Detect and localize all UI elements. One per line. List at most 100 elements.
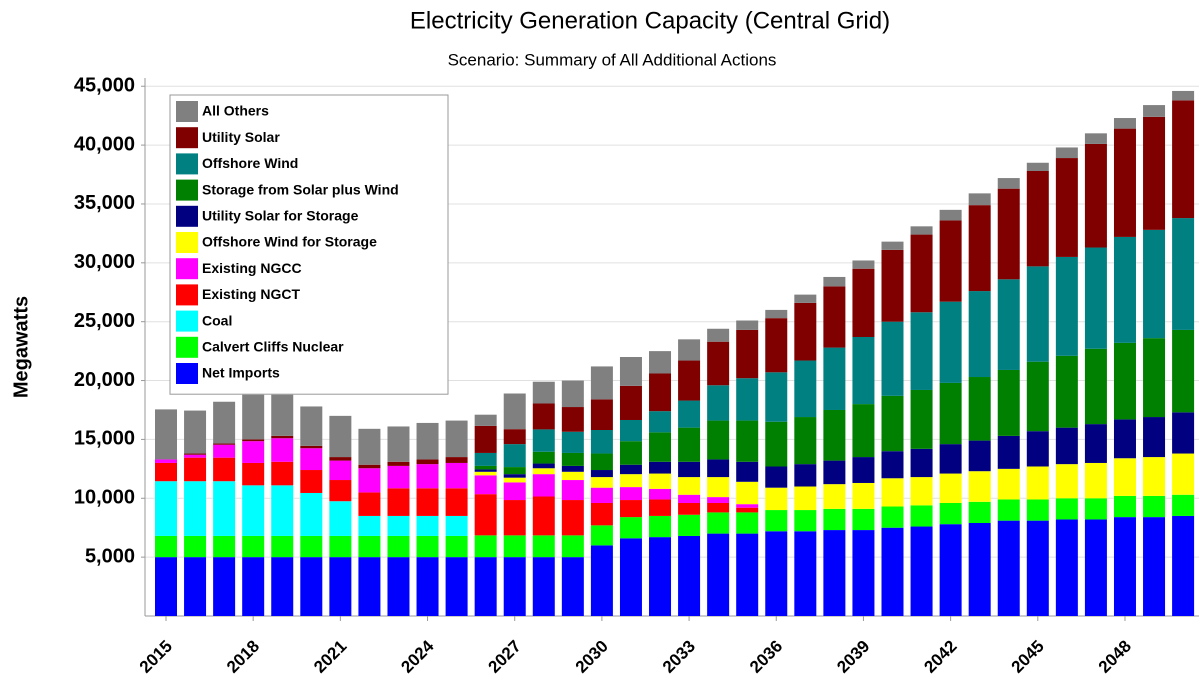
bar-segment xyxy=(416,557,439,616)
bar-segment xyxy=(852,482,875,509)
legend-label: Existing NGCT xyxy=(202,286,300,302)
bar-segment xyxy=(590,545,613,616)
bar-segment xyxy=(1055,464,1078,499)
bar-segment xyxy=(707,385,730,421)
bar-segment xyxy=(184,457,207,482)
bar-segment xyxy=(619,487,642,501)
bar-segment xyxy=(910,226,933,235)
bar-segment xyxy=(1026,499,1049,521)
bar-segment xyxy=(619,464,642,475)
bar-segment xyxy=(387,557,410,616)
bar-segment xyxy=(590,470,613,478)
bar-segment xyxy=(474,475,497,495)
bar-segment xyxy=(271,557,294,616)
bar-segment xyxy=(387,461,410,466)
bar-segment xyxy=(707,477,730,498)
bar-segment xyxy=(939,473,962,503)
bar-segment xyxy=(416,488,439,516)
bar-segment xyxy=(852,268,875,337)
bar-segment xyxy=(474,494,497,536)
chart-title: Electricity Generation Capacity (Central… xyxy=(410,7,890,34)
bar-segment xyxy=(184,453,207,455)
legend-swatch xyxy=(176,127,198,149)
legend-swatch xyxy=(176,179,198,201)
bar-segment xyxy=(649,411,672,433)
bar-segment xyxy=(242,462,265,486)
bar-segment xyxy=(358,492,381,516)
bar-segment xyxy=(649,432,672,462)
bar-segment xyxy=(532,403,555,430)
bar-segment xyxy=(445,462,468,489)
bar-segment xyxy=(1143,338,1166,418)
bar-segment xyxy=(619,419,642,442)
bar-segment xyxy=(1172,90,1195,101)
bar-segment xyxy=(1113,495,1136,518)
bar-segment xyxy=(794,531,817,616)
bar-segment xyxy=(881,241,904,250)
bar-segment xyxy=(823,347,846,410)
bar-segment xyxy=(242,394,265,440)
bar-segment xyxy=(794,302,817,361)
bar-segment xyxy=(358,428,381,465)
bar-segment xyxy=(358,515,381,536)
legend-box xyxy=(169,94,449,395)
bar-segment xyxy=(271,461,294,486)
bar-segment xyxy=(590,429,613,454)
bar-segment xyxy=(1084,247,1107,349)
bar-segment xyxy=(242,439,265,442)
bar-segment xyxy=(1055,256,1078,356)
bar-segment xyxy=(1113,419,1136,459)
bar-segment xyxy=(736,512,759,534)
bar-segment xyxy=(997,499,1020,521)
bar-segment xyxy=(707,497,730,503)
bar-segment xyxy=(968,377,991,441)
bar-segment xyxy=(387,535,410,558)
bar-segment xyxy=(184,557,207,616)
bar-segment xyxy=(619,500,642,518)
bar-segment xyxy=(590,453,613,471)
bar-segment xyxy=(939,524,962,616)
bar-segment xyxy=(881,506,904,528)
bar-segment xyxy=(503,429,526,445)
bar-segment xyxy=(590,366,613,400)
bar-segment xyxy=(242,441,265,463)
bar-segment xyxy=(561,500,584,536)
bar-segment xyxy=(1084,133,1107,144)
bar-segment xyxy=(910,505,933,527)
bar-segment xyxy=(184,481,207,536)
bar-segment xyxy=(881,249,904,322)
bar-segment xyxy=(329,480,352,502)
bar-segment xyxy=(823,508,846,531)
legend-label: Utility Solar for Storage xyxy=(202,208,359,224)
bar-segment xyxy=(736,378,759,421)
legend-label: Offshore Wind xyxy=(202,155,298,171)
bar-segment xyxy=(794,360,817,418)
bar-segment xyxy=(242,535,265,558)
bar-segment xyxy=(300,406,323,446)
bar-segment xyxy=(445,420,468,458)
bar-segment xyxy=(416,464,439,489)
bar-segment xyxy=(881,321,904,396)
bar-segment xyxy=(1172,515,1195,616)
bar-segment xyxy=(852,336,875,405)
bar-segment xyxy=(997,279,1020,370)
bar-segment xyxy=(387,488,410,516)
y-tick-label: 10,000 xyxy=(74,487,135,509)
bar-segment xyxy=(997,178,1020,189)
bar-segment xyxy=(561,407,584,432)
bar-segment xyxy=(1172,329,1195,413)
legend-swatch xyxy=(176,336,198,358)
bar-segment xyxy=(300,535,323,558)
bar-segment xyxy=(213,401,236,444)
legend-label: Storage from Solar plus Wind xyxy=(202,181,399,197)
bar-segment xyxy=(619,357,642,386)
bar-segment xyxy=(765,421,788,467)
bar-segment xyxy=(968,440,991,472)
x-tick-label: 2018 xyxy=(223,637,263,677)
bar-segment xyxy=(968,522,991,616)
bar-segment xyxy=(532,496,555,536)
bar-segment xyxy=(503,557,526,616)
bar-segment xyxy=(329,535,352,558)
bar-segment xyxy=(387,426,410,462)
bar-segment xyxy=(1055,498,1078,520)
